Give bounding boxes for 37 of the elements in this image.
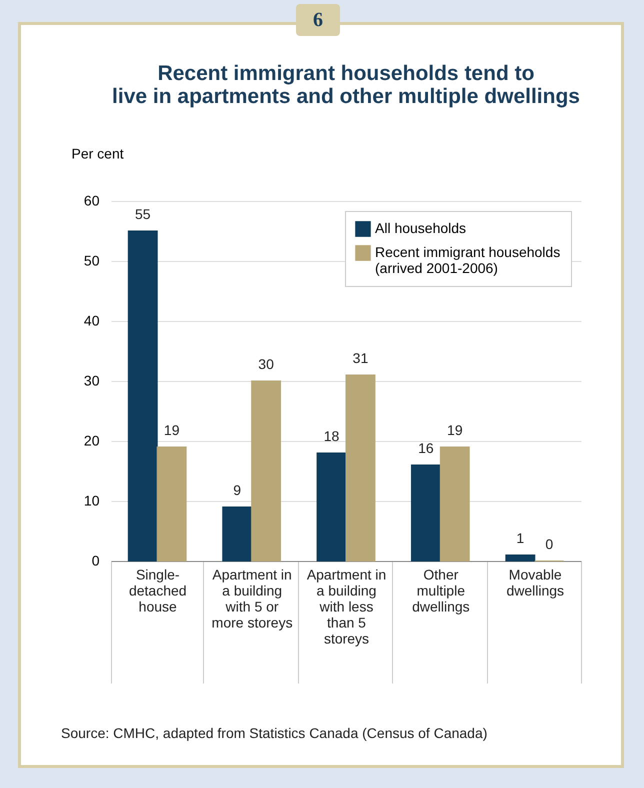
- data-label: 31: [352, 350, 368, 366]
- text: 6: [296, 4, 340, 36]
- y-tick-label: 10: [84, 492, 100, 508]
- data-label: 9: [233, 482, 242, 498]
- data-label: 19: [164, 422, 180, 438]
- data-label: 30: [258, 356, 274, 372]
- y-tick-label: 40: [84, 312, 100, 328]
- bar: [251, 380, 282, 562]
- chart-title: Recent immigrant households tend to live in apartments and other multiple dwellings: [112, 62, 580, 108]
- bar: [316, 452, 346, 562]
- bar: [440, 446, 470, 562]
- legend-label: Recent immigrant households (arrived 2001-2006): [375, 244, 560, 276]
- x-tick-label: Other multiple dwellings: [412, 566, 470, 614]
- legend-label: All households: [375, 220, 466, 236]
- source-note: Source: CMHC, adapted from Statistics Canada (Census of Canada): [61, 725, 488, 741]
- data-label: 1: [516, 530, 524, 546]
- bar: [505, 554, 536, 562]
- y-axis-title: Per cent: [72, 146, 124, 162]
- bar: [156, 446, 187, 562]
- bar: [128, 230, 158, 562]
- bar: [222, 506, 252, 562]
- bar: [346, 374, 376, 562]
- x-tick-label: Apartment in a building with 5 or more storeys: [212, 566, 293, 630]
- x-tick-label: Apartment in a building with less than 5 storeys: [306, 566, 386, 646]
- y-tick-label: 50: [84, 252, 100, 268]
- bar: [410, 464, 441, 562]
- y-tick-label: 30: [84, 372, 100, 388]
- data-label: 19: [447, 422, 463, 438]
- data-label: 55: [135, 206, 151, 222]
- y-tick-label: 20: [84, 432, 100, 448]
- x-tick-label: Single-detached house: [128, 566, 187, 614]
- y-tick-label: 60: [84, 192, 100, 208]
- y-tick-label: 0: [92, 552, 100, 568]
- data-label: 16: [418, 440, 434, 456]
- data-label: 18: [324, 428, 340, 444]
- x-tick-label: Movable dwellings: [506, 566, 564, 598]
- data-label: 0: [545, 536, 554, 552]
